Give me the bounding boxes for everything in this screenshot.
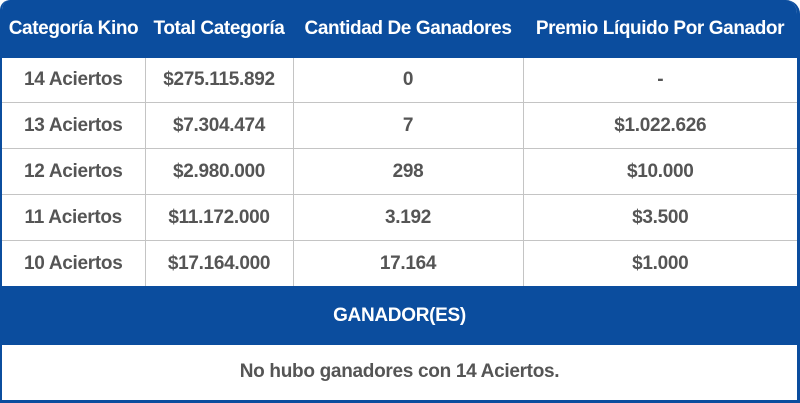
winners-title: GANADOR(ES) <box>2 286 797 345</box>
table-row: 13 Aciertos $7.304.474 7 $1.022.626 <box>2 102 797 149</box>
cell-categoria: 11 Aciertos <box>2 194 146 241</box>
header-total-categoria: Total Categoría <box>145 0 293 58</box>
prize-table: Categoría Kino Total Categoría Cantidad … <box>2 0 797 286</box>
cell-categoria: 14 Aciertos <box>2 58 146 103</box>
winners-message: No hubo ganadores con 14 Aciertos. <box>239 361 560 382</box>
cell-total: $2.980.000 <box>145 148 294 195</box>
cell-premio: $1.000 <box>632 252 689 274</box>
table-row: 12 Aciertos $2.980.000 298 $10.000 <box>2 148 797 195</box>
cell-ganadores: 17.164 <box>293 240 524 286</box>
cell-total: $17.164.000 <box>145 240 294 286</box>
header-premio-liquido: Premio Líquido Por Ganador <box>523 0 797 58</box>
cell-premio: $3.500 <box>523 194 797 241</box>
cell-categoria: 10 Aciertos <box>2 240 146 286</box>
cell-ganadores: 3.192 <box>293 194 524 241</box>
table-body: 14 Aciertos $275.115.892 0 - 13 Aciertos… <box>2 58 797 286</box>
cell-categoria: 12 Aciertos <box>2 148 146 195</box>
header-row: Categoría Kino Total Categoría Cantidad … <box>2 0 797 58</box>
table-row: 14 Aciertos $275.115.892 0 - <box>2 58 797 103</box>
cell-total: $275.115.892 <box>145 58 294 103</box>
table-header: Categoría Kino Total Categoría Cantidad … <box>2 0 797 58</box>
header-categoria-kino: Categoría Kino <box>2 0 145 58</box>
header-cantidad-ganadores: Cantidad De Ganadores <box>293 0 523 58</box>
cell-total: $11.172.000 <box>145 194 294 241</box>
cell-ganadores: 0 <box>293 58 524 103</box>
cell-ganadores: 298 <box>293 148 524 195</box>
cell-total: $7.304.474 <box>145 102 294 149</box>
cell-premio: $1.022.626 <box>523 102 797 149</box>
cell-ganadores: 7 <box>293 102 524 149</box>
table-row: 10 Aciertos $17.164.000 17.164 $1.000 <box>2 240 797 286</box>
cell-premio: $10.000 <box>523 148 797 195</box>
cell-categoria: 13 Aciertos <box>2 102 146 149</box>
cell-premio: - <box>523 58 797 103</box>
table-row: 11 Aciertos $11.172.000 3.192 $3.500 <box>2 194 797 241</box>
